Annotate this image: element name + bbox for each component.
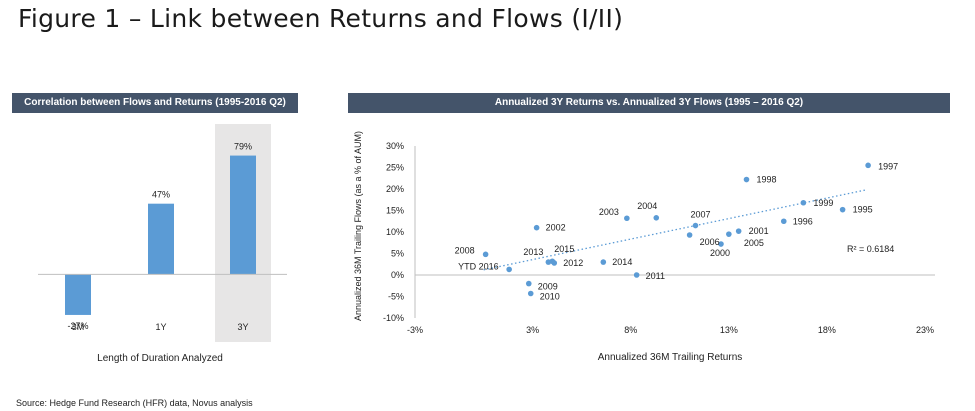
x-tick-label: 8% [624,325,637,335]
y-tick-label: 30% [386,141,404,151]
point-label-2010: 2010 [540,291,560,301]
point-2014 [600,259,607,265]
point-label-2015: 2015 [554,244,574,254]
category-label-3m: 3M [72,322,85,332]
point-2008 [482,251,489,258]
point-2015 [549,258,556,265]
point-label-2002: 2002 [546,223,566,233]
point-1996 [780,218,787,225]
point-label-2014: 2014 [612,257,632,267]
point-2001 [735,228,742,234]
point-label-1999: 1999 [813,198,833,208]
r-squared-label: R² = 0.6184 [847,244,894,254]
point-2006 [686,232,693,238]
point-label-2009: 2009 [538,282,558,292]
point-label-2011: 2011 [646,271,665,281]
point-2010 [527,290,534,297]
correlation-bar-chart: -27%3M 47% 1Y 79% 3Y Length of Duration Anal… [38,124,287,364]
point-label-2006: 2006 [700,237,720,247]
point-2003 [624,215,630,222]
point-label-1996: 1996 [793,216,813,226]
x-tick-label: 13% [720,325,738,335]
figure-title: Figure 1 – Link between Returns and Flow… [18,4,624,33]
point-2011 [633,272,640,278]
point-label-2007: 2007 [691,210,711,220]
point-label-2004: 2004 [637,201,657,211]
point-1999 [800,199,807,206]
x-tick-label: 18% [818,325,836,335]
y-tick-label: 0% [391,270,404,280]
y-tick-label: 15% [386,206,404,216]
value-label-1y: 47% [152,190,170,200]
point-label-2012: 2012 [563,258,583,268]
trendline [483,189,867,271]
bar-3m [65,274,91,315]
point-label-2005: 2005 [744,238,764,248]
y-tick-label: -5% [388,292,404,302]
point-label-ytd-2016: YTD 2016 [458,261,499,271]
x-tick-label: 23% [916,325,934,335]
y-tick-label: 10% [386,227,404,237]
scatter-chart-title: Annualized 3Y Returns vs. Annualized 3Y … [348,93,950,113]
y-tick-label: 5% [391,249,404,259]
y-tick-label: 20% [386,184,404,194]
point-1997 [865,162,871,169]
y-tick-label: -10% [383,313,404,323]
point-label-2001: 2001 [749,226,769,236]
point-label-2003: 2003 [599,207,619,217]
bar-3y [230,155,256,275]
bar-chart-title: Correlation between Flows and Returns (1… [12,93,298,113]
point-1995 [839,206,846,213]
source-note: Source: Hedge Fund Research (HFR) data, … [16,398,253,408]
point-2007 [692,222,699,229]
y-tick-label: 25% [386,163,404,173]
scatter-y-axis-title: Annualized 36M Trailing Flows (as a % of… [353,131,363,321]
point-label-2008: 2008 [455,245,475,255]
x-tick-label: -3% [407,325,423,335]
category-label-3y: 3Y [237,322,248,332]
point-label-2000: 2000 [710,248,730,258]
value-label-3y: 79% [234,142,252,152]
point-ytd-2016 [506,266,512,273]
point-label-1995: 1995 [853,205,873,215]
x-tick-label: 3% [526,325,539,335]
point-2005 [726,231,732,237]
point-2009 [525,280,532,287]
bar-1y [148,203,174,275]
point-1998 [743,176,750,183]
point-label-1998: 1998 [757,175,777,185]
point-label-1997: 1997 [878,161,898,171]
scatter-x-axis-title: Annualized 36M Trailing Returns [598,352,743,363]
point-2004 [653,215,660,221]
point-2002 [533,224,540,231]
point-2000 [718,241,724,247]
value-label-3m: -27% [67,321,88,331]
category-label-1y: 1Y [155,322,166,332]
point-label-2013: 2013 [523,247,543,257]
bar-x-axis-title: Length of Duration Analyzed [97,353,223,364]
